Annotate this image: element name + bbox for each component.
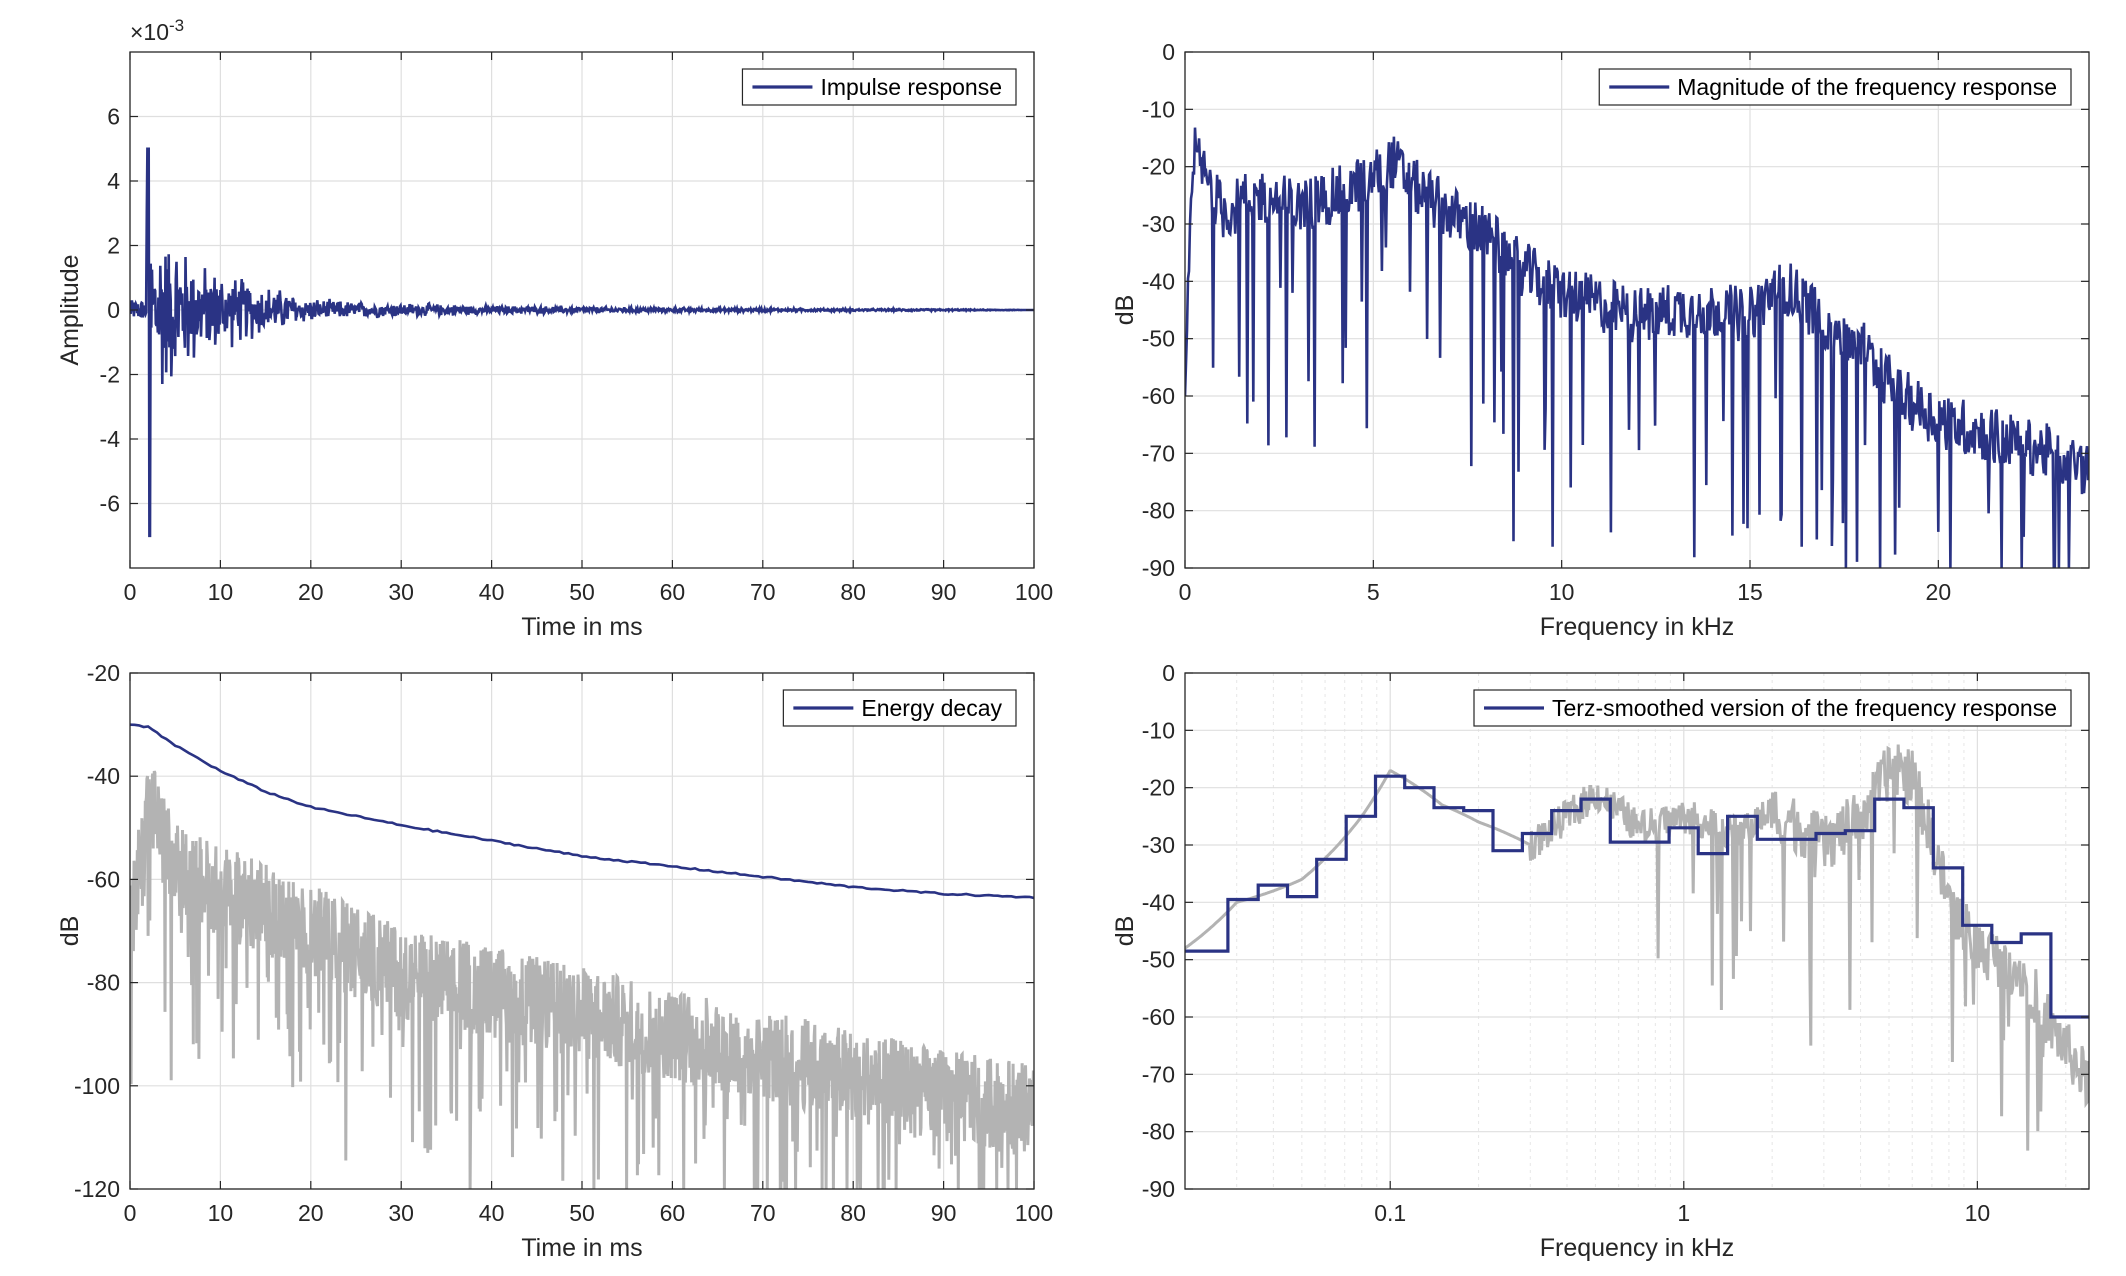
- x-tick-label: 80: [840, 579, 866, 605]
- y-tick-label: -80: [1142, 1119, 1175, 1145]
- y-tick-label: 4: [107, 168, 120, 194]
- x-tick-label: 0: [124, 579, 137, 605]
- x-axis-label: Frequency in kHz: [1540, 613, 1735, 641]
- series-line-gray: [130, 770, 1034, 1189]
- y-tick-label: -20: [1142, 154, 1175, 180]
- y-axis-label: dB: [1111, 295, 1139, 326]
- x-axis-label: Time in ms: [521, 1234, 642, 1262]
- y-tick-label: -50: [1142, 326, 1175, 352]
- x-tick-label: 15: [1737, 579, 1763, 605]
- plot-area: [1185, 744, 2089, 1151]
- x-tick-label: 1: [1677, 1200, 1690, 1226]
- y-tick-label: -6: [100, 491, 120, 517]
- plot-area: [130, 147, 1034, 538]
- legend: Terz-smoothed version of the frequency r…: [1473, 689, 2072, 727]
- x-tick-label: 70: [750, 579, 776, 605]
- x-tick-label: 10: [1965, 1200, 1991, 1226]
- y-tick-label: -70: [1142, 1061, 1175, 1087]
- x-tick-label: 10: [208, 1200, 234, 1226]
- legend-label: Magnitude of the frequency response: [1677, 74, 2057, 100]
- series-line: [130, 723, 1034, 900]
- y-tick-label: 0: [107, 297, 120, 323]
- x-tick-label: 5: [1367, 579, 1380, 605]
- y-tick-label: -2: [100, 362, 120, 388]
- y-tick-label: -20: [1142, 775, 1175, 801]
- x-tick-label: 10: [1549, 579, 1575, 605]
- x-tick-label: 60: [660, 579, 686, 605]
- y-tick-label: -80: [1142, 498, 1175, 524]
- x-tick-label: 20: [298, 579, 324, 605]
- y-tick-label: -40: [87, 763, 120, 789]
- x-tick-label: 40: [479, 579, 505, 605]
- x-axis-label: Frequency in kHz: [1540, 1234, 1735, 1262]
- x-axis-label: Time in ms: [521, 613, 642, 641]
- series-line: [1185, 774, 2089, 1019]
- x-tick-label: 40: [479, 1200, 505, 1226]
- y-tick-label: -4: [100, 426, 121, 452]
- legend-label: Terz-smoothed version of the frequency r…: [1552, 695, 2057, 721]
- legend: Magnitude of the frequency response: [1598, 68, 2072, 106]
- plot-area: [1185, 127, 2089, 568]
- y-tick-label: -90: [1142, 555, 1175, 581]
- y-tick-label: 2: [107, 233, 120, 259]
- x-tick-label: 0.1: [1374, 1200, 1406, 1226]
- y-tick-label: -60: [1142, 383, 1175, 409]
- y-axis-label: Amplitude: [56, 254, 84, 365]
- y-tick-label: 0: [1162, 660, 1175, 686]
- y-tick-label: -40: [1142, 268, 1175, 294]
- legend: Energy decay: [782, 689, 1017, 727]
- x-tick-label: 10: [208, 579, 234, 605]
- chart-bottom-left: 0 10 20 30 40 50 60 70 80 90 100 -20 -40 -60 -80 -100 -1…: [56, 660, 1053, 1262]
- x-tick-label: 100: [1015, 579, 1053, 605]
- chart-top-left: 0 10 20 30 40 50 60 70 80 90 100 -6 -4 -2 0 2 4 6 Time in …: [56, 16, 1053, 641]
- y-tick-label: -30: [1142, 832, 1175, 858]
- x-tick-label: 30: [388, 579, 414, 605]
- legend-box: [1473, 689, 2072, 727]
- legend-label: Impulse response: [820, 74, 1002, 100]
- y-axis-label: dB: [1111, 916, 1139, 947]
- y-axis-label: dB: [56, 916, 84, 947]
- x-tick-label: 80: [840, 1200, 866, 1226]
- y-tick-label: -40: [1142, 889, 1175, 915]
- y-tick-label: 6: [107, 104, 120, 130]
- plot-area: [130, 723, 1034, 1189]
- x-tick-label: 20: [1926, 579, 1952, 605]
- y-tick-label: -20: [87, 660, 120, 686]
- legend-label: Energy decay: [861, 695, 1002, 721]
- series-line-gray: [1185, 744, 2089, 1151]
- y-tick-label: -30: [1142, 211, 1175, 237]
- x-tick-label: 100: [1015, 1200, 1053, 1226]
- axes-box: [1184, 672, 2090, 1190]
- x-tick-label: 90: [931, 1200, 957, 1226]
- legend: Impulse response: [741, 68, 1017, 106]
- y-tick-label: -50: [1142, 947, 1175, 973]
- y-tick-label: -10: [1142, 96, 1175, 122]
- x-tick-label: 0: [124, 1200, 137, 1226]
- x-tick-label: 30: [388, 1200, 414, 1226]
- chart-bottom-right: 0.1 1 10 0 -10 -20 -30 -40 -50 -60 -70 -80 -90 Freque…: [1111, 660, 2090, 1262]
- y-tick-label: 0: [1162, 39, 1175, 65]
- x-tick-label: 90: [931, 579, 957, 605]
- y-tick-label: -60: [1142, 1004, 1175, 1030]
- x-tick-label: 50: [569, 579, 595, 605]
- y-tick-label: -90: [1142, 1176, 1175, 1202]
- x-tick-label: 70: [750, 1200, 776, 1226]
- series-line: [130, 147, 1034, 538]
- x-tick-label: 60: [660, 1200, 686, 1226]
- y-tick-label: -120: [74, 1176, 120, 1202]
- y-tick-label: -70: [1142, 440, 1175, 466]
- axes-box: [1184, 51, 2090, 569]
- y-tick-label: -100: [74, 1073, 120, 1099]
- x-tick-label: 20: [298, 1200, 324, 1226]
- y-tick-label: -10: [1142, 717, 1175, 743]
- x-tick-label: 0: [1179, 579, 1192, 605]
- series-line: [1185, 127, 2089, 568]
- x-tick-label: 50: [569, 1200, 595, 1226]
- y-tick-label: -60: [87, 866, 120, 892]
- legend-box: [1598, 68, 2072, 106]
- chart-top-right: 0 5 10 15 20 0 -10 -20 -30 -40 -50 -60 -70 -80 -90 Freq…: [1111, 39, 2090, 641]
- y-tick-label: -80: [87, 970, 120, 996]
